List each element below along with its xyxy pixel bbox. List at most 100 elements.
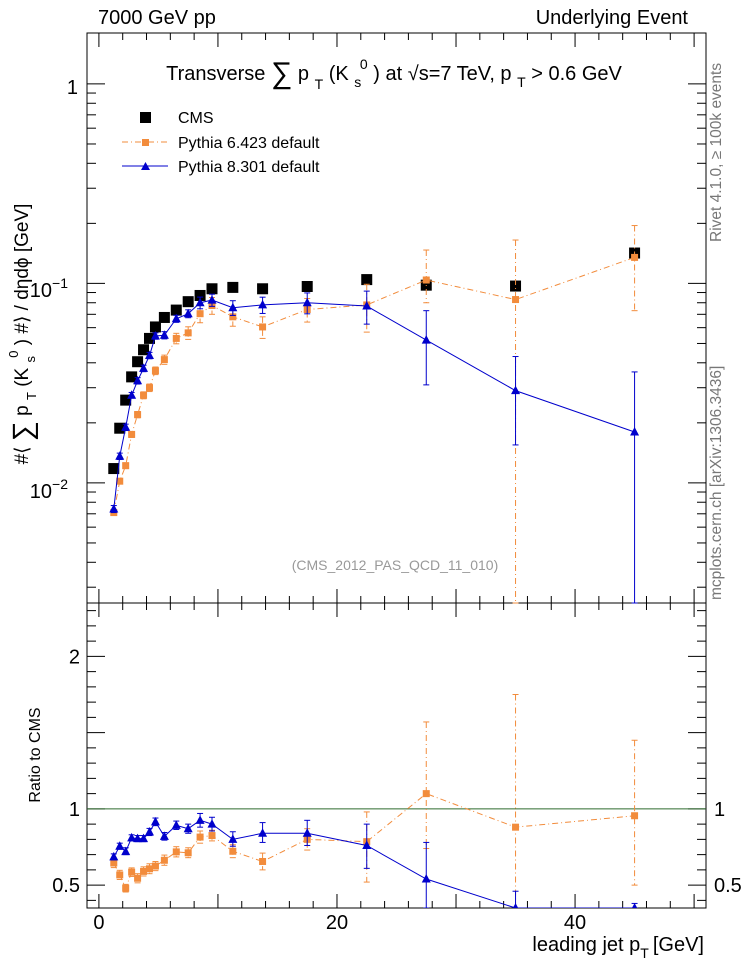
pythia6-main-line	[113, 256, 635, 513]
cms-data-point	[138, 344, 150, 356]
pythia8-ratio-line	[113, 819, 635, 908]
main-ytick-label-0.01: 10−2	[30, 476, 68, 503]
pythia8-main-point	[150, 330, 160, 340]
pythia6-ratio-point	[422, 790, 430, 798]
pythia8-main-point	[302, 297, 312, 307]
pythia6-ratio-line	[113, 793, 635, 890]
ratio-data-layer	[109, 694, 639, 908]
pythia8-ratio-point	[631, 903, 638, 908]
pythia6-main-point	[196, 310, 204, 318]
main-ytick-label-1: 1	[67, 77, 78, 99]
pythia6-ratio-point	[208, 832, 216, 840]
pythia8-main-point	[171, 313, 181, 323]
pythia8-main-point	[630, 426, 640, 436]
header-analysis-label: Underlying Event	[535, 7, 688, 29]
ratio-plot-frame	[86, 602, 707, 909]
pythia8-main-point	[258, 299, 268, 309]
x-axis-label: leading jet pT [GeV]	[532, 934, 704, 961]
xtick-label-40: 40	[564, 912, 586, 934]
pythia6-main-point	[172, 334, 180, 342]
ratio-ytick-label-right-1: 1	[714, 799, 725, 821]
main-data-layer	[108, 225, 641, 604]
legend-label-pythia6: Pythia 6.423 default	[178, 135, 320, 152]
ratio-ytick-label-2: 2	[69, 646, 80, 668]
plot-title: Transverse ∑ p T (K s 0 ) at √s=7 TeV, p…	[166, 52, 622, 94]
ratio-y-axis-label: Ratio to CMS	[27, 707, 44, 802]
xtick-label-0: 0	[93, 912, 104, 934]
pythia8-ratio-point	[183, 823, 193, 833]
pythia8-main-point	[127, 390, 137, 399]
pythia6-main-point	[116, 477, 124, 485]
cms-data-point	[510, 280, 522, 292]
legend-marker-pythia6	[142, 139, 149, 146]
pythia8-ratio-point	[115, 841, 125, 850]
pythia6-main-point	[512, 296, 520, 304]
header-collision-label: 7000 GeV pp	[98, 7, 216, 29]
cms-data-point	[361, 274, 373, 286]
pythia6-ratio-point	[128, 868, 136, 876]
pythia8-ratio-point	[133, 833, 143, 843]
pythia6-ratio-point	[512, 823, 520, 831]
pythia8-main-line	[113, 299, 635, 510]
pythia6-main-point	[145, 384, 153, 392]
pythia8-main-point	[159, 330, 169, 339]
pythia8-ratio-point	[127, 832, 137, 842]
pythia6-main-point	[259, 323, 267, 331]
legend-label-cms: CMS	[178, 110, 214, 127]
cms-data-point	[132, 356, 144, 368]
pythia8-main-point	[121, 422, 131, 431]
pythia6-main-point	[422, 276, 430, 284]
pythia6-ratio-point	[196, 833, 204, 841]
analysis-watermark: (CMS_2012_PAS_QCD_11_010)	[292, 557, 499, 573]
pythia6-ratio-point	[116, 871, 124, 879]
cms-data-point	[194, 289, 206, 301]
pythia8-main-point	[139, 363, 149, 372]
pythia8-ratio-point	[362, 840, 372, 849]
pythia8-ratio-point	[302, 828, 312, 837]
pythia8-main-point	[115, 451, 125, 460]
pythia6-ratio-point	[140, 867, 148, 875]
ratio-ytick-label-0.5: 0.5	[52, 875, 80, 897]
pythia6-ratio-point	[631, 812, 639, 820]
pythia8-ratio-point	[228, 834, 238, 843]
pythia8-ratio-point	[144, 827, 154, 836]
pythia6-main-point	[631, 253, 639, 261]
pythia8-ratio-point	[159, 831, 169, 840]
pythia8-main-point	[133, 375, 143, 385]
cms-data-point	[143, 332, 155, 344]
pythia8-ratio-point	[109, 851, 119, 861]
main-axis-ticks	[87, 33, 706, 603]
cms-data-point	[149, 321, 161, 333]
ratio-ytick-label-right-0.5: 0.5	[714, 875, 742, 897]
pythia8-main-point	[109, 503, 119, 513]
pythia8-main-point	[144, 350, 154, 360]
pythia8-ratio-point	[512, 903, 519, 908]
pythia6-ratio-point	[184, 849, 192, 857]
ratio-axis-ticks	[87, 603, 706, 908]
cms-data-point	[301, 280, 313, 292]
pythia6-main-point	[122, 462, 130, 470]
pythia8-ratio-point	[207, 819, 217, 828]
legend-marker-pythia8	[141, 162, 150, 170]
cms-data-point	[206, 283, 218, 295]
pythia8-ratio-point	[121, 846, 131, 856]
pythia6-main-point	[140, 391, 148, 399]
legend: CMS Pythia 6.423 default Pythia 8.301 de…	[122, 110, 320, 176]
pythia8-main-point	[207, 295, 217, 304]
pythia6-ratio-point	[259, 857, 267, 865]
cms-data-point	[182, 296, 194, 308]
cms-data-point	[158, 311, 170, 323]
pythia6-ratio-point	[151, 862, 159, 870]
legend-label-pythia8: Pythia 8.301 default	[178, 159, 320, 176]
cms-data-point	[108, 463, 120, 475]
ratio-ytick-label-1: 1	[69, 799, 80, 821]
xtick-label-20: 20	[326, 912, 348, 934]
pythia8-ratio-point	[139, 833, 149, 843]
pythia8-ratio-point	[421, 874, 431, 883]
cms-data-point	[170, 304, 182, 316]
cms-data-point	[257, 283, 269, 295]
cms-data-point	[227, 281, 239, 293]
cms-data-point	[120, 394, 132, 406]
pythia8-ratio-point	[195, 815, 205, 824]
